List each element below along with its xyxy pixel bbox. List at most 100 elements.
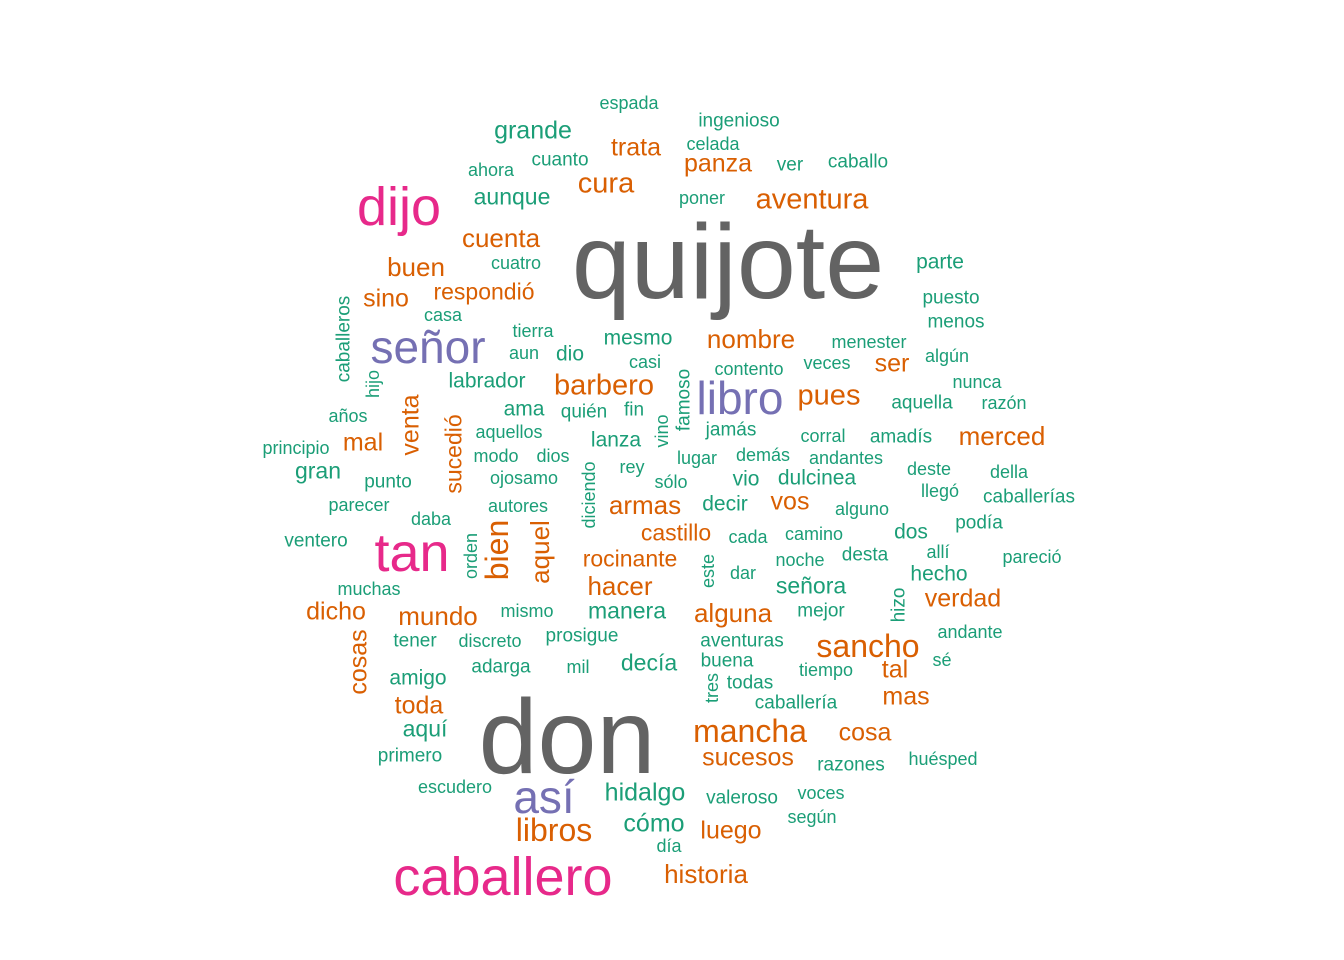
word: desta xyxy=(841,544,889,566)
word: rocinante xyxy=(582,545,678,572)
word: aquella xyxy=(891,392,953,414)
word: trata xyxy=(610,133,662,162)
word: alguno xyxy=(834,499,890,519)
word: decía xyxy=(620,649,678,676)
word: respondió xyxy=(433,278,535,305)
word: quijote xyxy=(571,203,885,321)
word: vino xyxy=(652,414,672,448)
word: caballeros xyxy=(333,295,355,383)
word: venta xyxy=(396,394,425,456)
word: cosa xyxy=(838,718,892,747)
word: panza xyxy=(683,149,753,178)
word: nombre xyxy=(706,324,796,354)
word: allí xyxy=(926,542,950,562)
word: tiempo xyxy=(798,660,854,680)
word: menester xyxy=(831,332,907,352)
word: escudero xyxy=(417,777,493,797)
word: hijo xyxy=(363,369,383,399)
word: discreto xyxy=(458,631,522,651)
word: caballerías xyxy=(983,486,1075,508)
word: cura xyxy=(577,167,635,200)
word: mundo xyxy=(398,601,478,631)
word: andante xyxy=(937,622,1003,642)
word: punto xyxy=(364,471,412,493)
word: ser xyxy=(874,349,910,378)
word: modo xyxy=(473,446,519,466)
word: veces xyxy=(803,353,851,373)
word: amigo xyxy=(389,666,447,690)
word: celada xyxy=(686,134,740,154)
word: menos xyxy=(927,311,985,333)
word: todas xyxy=(726,672,774,694)
word: rey xyxy=(619,457,645,477)
word: aquel xyxy=(525,520,555,584)
word: decir xyxy=(702,492,748,516)
word: aventuras xyxy=(700,630,784,652)
word: ingenioso xyxy=(698,110,780,132)
word: orden xyxy=(461,532,481,580)
word: alguna xyxy=(693,598,773,628)
word: ojosamo xyxy=(489,468,559,488)
word: demás xyxy=(735,445,791,465)
word: principio xyxy=(262,438,330,458)
word: dios xyxy=(536,446,570,466)
word: este xyxy=(698,553,718,589)
word: mejor xyxy=(797,600,845,622)
word: jamás xyxy=(705,419,757,441)
word: caballero xyxy=(393,847,613,907)
word: prosigue xyxy=(545,625,619,647)
word: sucesos xyxy=(702,743,794,772)
word: razón xyxy=(981,393,1027,413)
word: dulcinea xyxy=(777,466,857,490)
word: poner xyxy=(678,188,726,208)
word: mas xyxy=(882,682,930,711)
word: autores xyxy=(487,496,549,516)
word: caballería xyxy=(754,692,838,714)
word: algún xyxy=(924,346,970,366)
word: adarga xyxy=(471,656,531,678)
word: cómo xyxy=(623,809,685,838)
word: dar xyxy=(729,563,757,583)
word: toda xyxy=(394,691,444,720)
word: mil xyxy=(566,657,590,677)
word: castillo xyxy=(640,519,712,546)
word: cuenta xyxy=(461,223,541,253)
word: hacer xyxy=(587,571,653,601)
word: noche xyxy=(775,550,825,570)
word: grande xyxy=(494,116,572,145)
word: nunca xyxy=(952,372,1002,392)
word: muchas xyxy=(337,579,401,599)
word: dos xyxy=(894,520,928,544)
word: así xyxy=(513,771,575,823)
word: aquellos xyxy=(475,422,543,442)
word: cada xyxy=(728,527,768,547)
word: según xyxy=(787,807,837,827)
word: daba xyxy=(410,509,452,529)
word: sucedió xyxy=(440,414,467,494)
word: aventura xyxy=(755,183,869,216)
word: historia xyxy=(664,859,748,889)
word: dicho xyxy=(306,597,366,626)
word: huésped xyxy=(908,749,978,769)
word: buen xyxy=(387,252,445,282)
word: aunque xyxy=(473,183,551,210)
word: dio xyxy=(555,342,585,366)
word: primero xyxy=(377,745,443,767)
word: caballo xyxy=(827,151,889,173)
word: armas xyxy=(608,490,682,520)
word: aun xyxy=(508,343,540,363)
word: casi xyxy=(628,352,662,372)
word: ama xyxy=(503,397,545,421)
word: contento xyxy=(714,359,784,379)
word: ahora xyxy=(467,160,515,180)
word: buena xyxy=(700,650,754,672)
word: sólo xyxy=(654,472,688,492)
word: sino xyxy=(363,284,409,313)
word: cosas xyxy=(344,629,373,695)
word: don xyxy=(478,678,656,796)
word: pues xyxy=(797,379,861,412)
word: valeroso xyxy=(706,787,778,809)
word: lanza xyxy=(590,428,642,452)
word: deste xyxy=(906,459,952,479)
